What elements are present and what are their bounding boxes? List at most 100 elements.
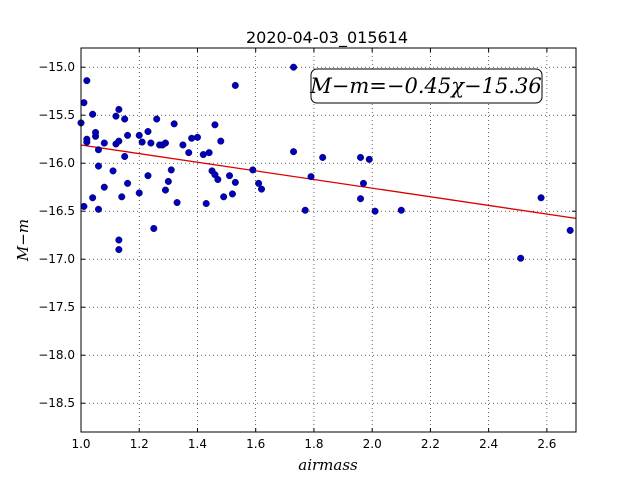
data-point xyxy=(290,148,298,156)
data-point xyxy=(121,115,129,123)
data-point xyxy=(115,105,123,113)
y-tick-label: −17.0 xyxy=(38,252,75,266)
data-point xyxy=(517,254,525,262)
data-point xyxy=(147,139,155,147)
equation-box: M−m=−0.45χ−15.36 xyxy=(309,68,543,104)
data-points xyxy=(77,63,574,262)
data-point xyxy=(115,236,123,244)
data-point xyxy=(92,128,100,136)
data-point xyxy=(83,138,91,146)
data-point xyxy=(231,178,239,186)
x-tick-label: 1.0 xyxy=(71,437,90,451)
x-tick-label: 1.8 xyxy=(304,437,323,451)
x-axis-ticks: 1.0 1.2 1.4 1.6 1.8 2.0 2.2 2.4 2.6 xyxy=(71,48,556,451)
data-point xyxy=(118,193,126,201)
data-point xyxy=(357,195,365,203)
x-tick-label: 2.6 xyxy=(537,437,556,451)
data-point xyxy=(167,166,175,174)
x-axis-title: airmass xyxy=(298,456,358,474)
data-point xyxy=(135,131,143,139)
data-point xyxy=(566,226,574,234)
y-axis-title: M−m xyxy=(14,219,32,262)
data-point xyxy=(371,207,379,215)
y-tick-label: −15.0 xyxy=(38,60,75,74)
data-point xyxy=(94,162,102,170)
data-point xyxy=(193,133,201,141)
y-tick-label: −16.5 xyxy=(38,204,75,218)
data-point xyxy=(121,152,129,160)
y-tick-label: −15.5 xyxy=(38,108,75,122)
data-point xyxy=(135,189,143,197)
y-tick-label: −18.5 xyxy=(38,396,75,410)
data-point xyxy=(290,63,298,71)
data-point xyxy=(89,110,97,118)
chart-title: 2020-04-03_015614 xyxy=(246,28,408,48)
data-point xyxy=(138,138,146,146)
data-point xyxy=(249,166,257,174)
data-point xyxy=(365,155,373,163)
x-tick-label: 2.0 xyxy=(363,437,382,451)
fit-line xyxy=(80,144,577,220)
data-point xyxy=(89,194,97,202)
x-tick-label: 1.2 xyxy=(130,437,149,451)
data-point xyxy=(188,134,196,142)
data-point xyxy=(307,173,315,181)
data-point xyxy=(359,179,367,187)
data-point xyxy=(220,193,228,201)
data-point xyxy=(153,115,161,123)
y-tick-label: −16.0 xyxy=(38,156,75,170)
data-point xyxy=(205,149,213,157)
data-point xyxy=(179,141,187,149)
data-point xyxy=(255,179,263,187)
data-point xyxy=(161,186,169,194)
x-tick-label: 1.6 xyxy=(246,437,265,451)
x-tick-label: 2.4 xyxy=(479,437,498,451)
data-point xyxy=(170,120,178,128)
data-point xyxy=(80,99,88,107)
data-point xyxy=(124,131,132,139)
equation-text: M−m=−0.45χ−15.36 xyxy=(309,74,541,98)
data-point xyxy=(214,176,222,184)
data-point xyxy=(258,185,266,193)
data-point xyxy=(144,128,152,136)
data-point xyxy=(150,224,158,232)
data-point xyxy=(161,139,169,147)
data-point xyxy=(217,137,225,145)
grid xyxy=(80,48,576,432)
data-point xyxy=(100,183,108,191)
data-point xyxy=(164,177,172,185)
data-point xyxy=(301,206,309,214)
data-point xyxy=(225,172,233,180)
y-tick-label: −18.0 xyxy=(38,348,75,362)
data-point xyxy=(80,202,88,210)
y-axis-ticks: −15.0 −15.5 −16.0 −16.5 −17.0 −17.5 −18.0 −18.5 xyxy=(38,60,576,410)
data-point xyxy=(231,81,239,89)
data-point xyxy=(185,149,193,157)
data-point xyxy=(94,205,102,213)
data-point xyxy=(124,179,132,187)
data-point xyxy=(94,146,102,154)
data-point xyxy=(202,200,210,208)
axes-frame xyxy=(80,47,577,433)
equation-box-frame xyxy=(310,68,543,104)
data-point xyxy=(319,153,327,161)
data-point xyxy=(228,190,236,198)
fit-line-group xyxy=(80,144,577,220)
data-point xyxy=(357,153,365,161)
data-point xyxy=(115,137,123,145)
data-point xyxy=(115,246,123,254)
data-point xyxy=(100,139,108,147)
y-tick-label: −17.5 xyxy=(38,300,75,314)
data-point xyxy=(144,172,152,180)
data-point xyxy=(83,77,91,85)
data-point xyxy=(112,112,120,120)
data-point xyxy=(397,206,405,214)
x-tick-label: 2.2 xyxy=(421,437,440,451)
x-tick-label: 1.4 xyxy=(188,437,207,451)
data-point xyxy=(173,199,181,207)
data-point xyxy=(537,194,545,202)
plot-frame xyxy=(80,47,577,433)
data-point xyxy=(109,167,117,175)
data-point xyxy=(211,121,219,129)
